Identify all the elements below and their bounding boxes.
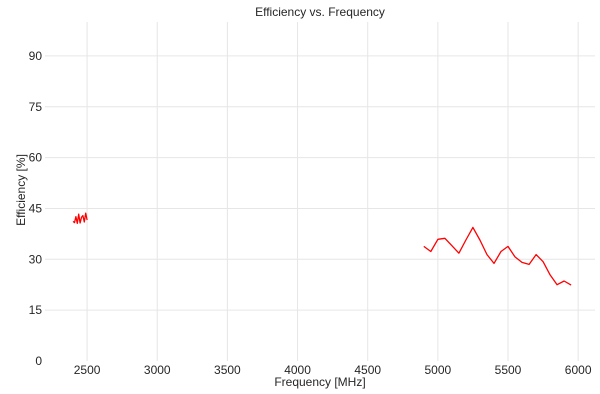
y-tick-label: 60	[29, 151, 43, 165]
x-tick-label: 4000	[284, 363, 311, 377]
y-tick-label: 30	[29, 252, 43, 266]
y-tick-label: 15	[29, 303, 43, 317]
series-line-2	[423, 226, 572, 286]
y-axis-label: Efficiency [%]	[14, 154, 28, 226]
x-tick-label: 4500	[354, 363, 381, 377]
series-layer	[72, 212, 572, 286]
x-axis-label: Frequency [MHz]	[274, 375, 365, 389]
y-tick-label: 45	[29, 201, 43, 215]
y-tick-label: 75	[29, 100, 43, 114]
x-tick-label: 6000	[565, 363, 592, 377]
grid-layer	[45, 22, 595, 361]
x-tick-label: 3000	[144, 363, 171, 377]
tick-layer: 0 15 30 45 60 75 90 2500 3000 3500 4000 4500 5000 550…	[29, 49, 592, 377]
x-tick-label: 3500	[214, 363, 241, 377]
x-tick-label: 5000	[425, 363, 452, 377]
x-tick-label: 2500	[74, 363, 101, 377]
series-line-1	[72, 212, 88, 225]
chart-title: Efficiency vs. Frequency	[255, 5, 385, 19]
x-tick-label: 5500	[495, 363, 522, 377]
y-tick-label: 0	[35, 354, 42, 368]
y-tick-label: 90	[29, 49, 43, 63]
